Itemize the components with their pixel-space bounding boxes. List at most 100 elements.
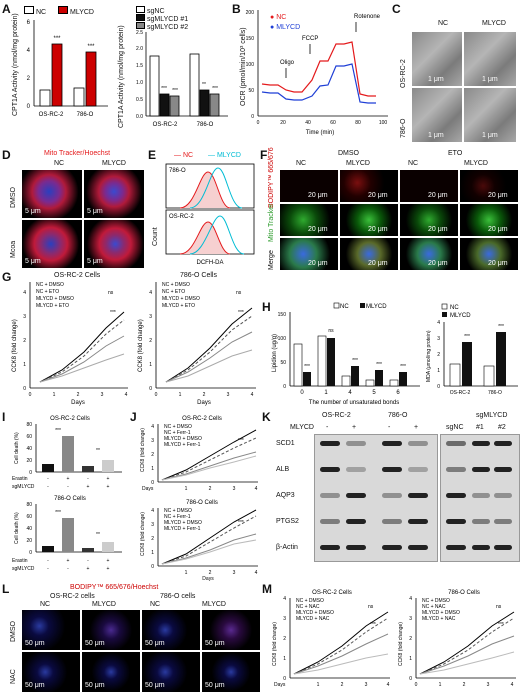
m-charts: OS-RC-2 Cells NC + DMSO NC + NAC MLYCD +… <box>272 590 516 688</box>
svg-text:NC + NAC: NC + NAC <box>422 604 446 610</box>
svg-text:3: 3 <box>23 314 26 320</box>
panel-label-b: B <box>232 2 241 16</box>
svg-text:MLYCD + NAC: MLYCD + NAC <box>422 616 456 622</box>
svg-text:+: + <box>107 558 110 564</box>
k-protein-5: β-Actin <box>276 544 298 551</box>
svg-text:1: 1 <box>324 390 328 396</box>
k-cell-1: OS-RC-2 <box>322 412 351 419</box>
legend-nc: ● NC <box>270 14 287 21</box>
svg-text:-: - <box>47 476 49 482</box>
svg-text:MLYCD + ETO: MLYCD + ETO <box>162 303 195 309</box>
f-img-2: 20 μm <box>340 170 398 202</box>
svg-text:Time (min): Time (min) <box>306 130 334 136</box>
f-img-4: 20 μm <box>460 170 518 202</box>
l-cell-1: OS-RC-2 cells <box>50 593 95 600</box>
svg-text:2: 2 <box>463 682 466 688</box>
em-nc-786o: 1 μm <box>412 88 462 142</box>
k-sg1: #1 <box>476 424 484 431</box>
svg-text:+: + <box>67 476 70 482</box>
l-row-dmso: DMSO <box>10 621 17 642</box>
panel-j: OS-RC-2 Cells NC + DMSO NC + Ferr-1 MLYC… <box>138 412 262 582</box>
svg-text:-: - <box>47 558 49 564</box>
svg-text:6: 6 <box>396 390 400 396</box>
svg-text:Erastin: Erastin <box>12 476 28 482</box>
tick-4: 4 <box>27 48 31 54</box>
band <box>472 519 490 524</box>
svg-text:0.0: 0.0 <box>136 114 143 120</box>
a-left-chart: 0 2 4 6 *** *** OS-RC-2 786-O <box>27 20 108 118</box>
svg-text:**: ** <box>96 448 100 454</box>
panel-label-c: C <box>392 2 401 16</box>
svg-text:ns: ns <box>108 290 114 296</box>
svg-text:NC: NC <box>340 304 349 310</box>
band <box>382 545 402 550</box>
band <box>408 545 428 550</box>
band <box>472 467 490 472</box>
panel-label-d: D <box>2 148 11 162</box>
a-right-chart: 0.0 0.5 1.0 1.5 2.0 2.5 *** *** ** *** O… <box>136 30 228 128</box>
svg-text:OS-RC-2: OS-RC-2 <box>153 122 178 128</box>
em-mlycd-osrc2: 1 μm <box>464 32 516 86</box>
panel-label-l: L <box>2 582 10 596</box>
svg-text:+: + <box>107 566 110 572</box>
k-protein-2: ALB <box>276 466 290 473</box>
svg-text:1.5: 1.5 <box>136 63 143 69</box>
panel-label-e: E <box>148 148 157 162</box>
svg-text:CCK8 (fold change): CCK8 (fold change) <box>12 319 18 372</box>
row-osrc2: OS-RC-2 <box>400 59 407 88</box>
f-img-10: 20 μm <box>340 238 398 270</box>
svg-text:50: 50 <box>248 88 254 94</box>
svg-text:2.0: 2.0 <box>136 46 143 52</box>
ocr-chart: 0 50 100 150 200 0 20 40 60 80 100 Time … <box>246 10 388 136</box>
histogram-chart: 786-O OS-RC-2 DCFH-DA <box>165 163 255 266</box>
svg-text:***: *** <box>352 358 358 364</box>
col-nc: NC <box>438 20 449 27</box>
svg-text:20: 20 <box>26 458 32 464</box>
svg-text:3: 3 <box>227 392 230 398</box>
svg-text:MLYCD: MLYCD <box>450 313 471 319</box>
l-img-8: 50 μm <box>202 652 260 692</box>
svg-text:2: 2 <box>409 636 412 642</box>
svg-text:3: 3 <box>437 336 440 342</box>
l-img-3: 50 μm <box>142 610 200 650</box>
d-row-dmso: DMSO <box>10 187 17 208</box>
svg-text:Days: Days <box>142 486 154 492</box>
svg-text:80: 80 <box>26 422 32 428</box>
k-row-label: MLYCD <box>290 424 314 431</box>
l-col-1: NC <box>40 601 51 608</box>
svg-text:2: 2 <box>203 392 206 398</box>
g-charts: 0 1 2 3 4 0 1 2 3 4 Days NC + DMSO NC + … <box>12 282 256 406</box>
panel-e: — NC — MLYCD Count 786-O OS-RC-2 DCFH-DA <box>150 150 256 270</box>
band <box>408 493 428 498</box>
svg-text:Oligo: Oligo <box>280 60 295 66</box>
svg-text:0: 0 <box>409 676 412 682</box>
svg-text:0: 0 <box>437 384 440 390</box>
svg-text:+: + <box>67 558 70 564</box>
band <box>472 545 490 550</box>
svg-text:***: *** <box>161 86 167 92</box>
svg-text:2: 2 <box>151 536 154 542</box>
svg-text:MLYCD + DMSO: MLYCD + DMSO <box>36 296 74 302</box>
nc-line <box>261 41 376 97</box>
svg-text:***: *** <box>212 86 218 92</box>
legend-mlycd: — MLYCD <box>208 152 241 159</box>
svg-text:-: - <box>67 566 69 572</box>
svg-text:***: *** <box>238 310 244 316</box>
svg-text:0: 0 <box>29 392 32 398</box>
svg-text:MLYCD + ETO: MLYCD + ETO <box>36 303 69 309</box>
band <box>320 441 340 446</box>
svg-text:NC + Ferr-1: NC + Ferr-1 <box>164 430 191 436</box>
f-group-dmso: DMSO <box>338 150 359 157</box>
sig-2: *** <box>87 44 95 50</box>
panel-h: NC MLYCD 0 50 100 150 *** ns *** *** ***… <box>270 300 520 410</box>
svg-text:60: 60 <box>330 120 336 126</box>
svg-text:4: 4 <box>251 392 254 398</box>
f-row-merge: Merge <box>268 250 275 270</box>
panel-label-f: F <box>260 148 268 162</box>
svg-text:sgMLYCD: sgMLYCD <box>12 484 35 490</box>
svg-text:786-O Cells: 786-O Cells <box>186 500 218 506</box>
em-nc-osrc2: 1 μm <box>412 32 462 86</box>
d-title: Mito Tracker/Hoechst <box>44 150 111 157</box>
k-sgnc: sgNC <box>446 424 464 431</box>
l-img-2: 50 μm <box>82 610 140 650</box>
